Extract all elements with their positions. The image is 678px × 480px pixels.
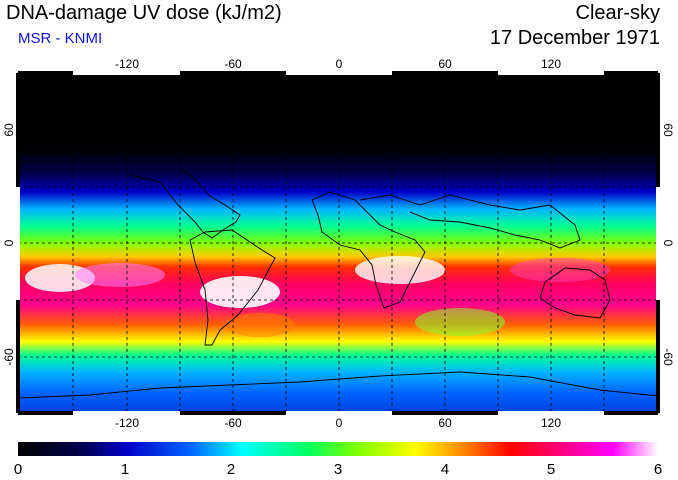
lon-tick-top: 0: [336, 57, 343, 71]
antarctica-coast: [18, 371, 658, 399]
lat-tick-left: -60: [2, 348, 16, 366]
map-title: DNA-damage UV dose (kJ/m2): [6, 2, 282, 24]
date-label: 17 December 1971: [489, 27, 660, 49]
lon-tick-bottom: 60: [438, 416, 452, 430]
colorbar-label: 6: [654, 461, 662, 478]
colorbar-label: 2: [227, 461, 235, 478]
colorbar-label: 0: [14, 461, 22, 478]
australia-coast: [539, 267, 611, 319]
colorbar-label: 5: [547, 461, 555, 478]
north-america-coast: [129, 167, 241, 239]
lat-tick-right: 60: [661, 123, 675, 137]
lon-tick-top: 60: [438, 57, 452, 71]
lon-tick-top: -120: [115, 57, 139, 71]
graticule: [18, 73, 658, 413]
africa-coast: [311, 191, 426, 309]
colorbar-label: 1: [121, 461, 129, 478]
lat-tick-right: -60: [661, 348, 675, 366]
uv-maximum-area: [200, 276, 280, 308]
lon-tick-bottom: -60: [224, 416, 242, 430]
uv-high-area: [75, 263, 165, 287]
uv-low-area: [225, 313, 295, 337]
uv-maximum-area: [355, 256, 445, 284]
lon-tick-top: 120: [541, 57, 561, 71]
uv-high-area: [510, 258, 610, 282]
coastlines: [18, 167, 658, 399]
colorbar-label: 4: [441, 461, 449, 478]
lon-tick-top: -60: [224, 57, 242, 71]
lat-tick-left: 0: [2, 239, 16, 246]
lat-tick-right: 0: [661, 240, 675, 247]
lon-tick-bottom: 0: [336, 416, 343, 430]
source-label: MSR - KNMI: [18, 30, 103, 47]
sky-condition-label: Clear-sky: [575, 2, 660, 24]
colorbar: [18, 442, 658, 456]
uv-maximum-area: [25, 264, 95, 292]
south-america-coast: [189, 229, 276, 346]
lon-tick-bottom: 120: [541, 416, 561, 430]
map-frame: [16, 71, 660, 415]
uv-low-area: [415, 308, 505, 336]
colorbar-label: 3: [334, 461, 342, 478]
asia-coast: [359, 194, 581, 249]
lon-tick-bottom: -120: [115, 416, 139, 430]
lat-tick-left: 60: [2, 123, 16, 137]
